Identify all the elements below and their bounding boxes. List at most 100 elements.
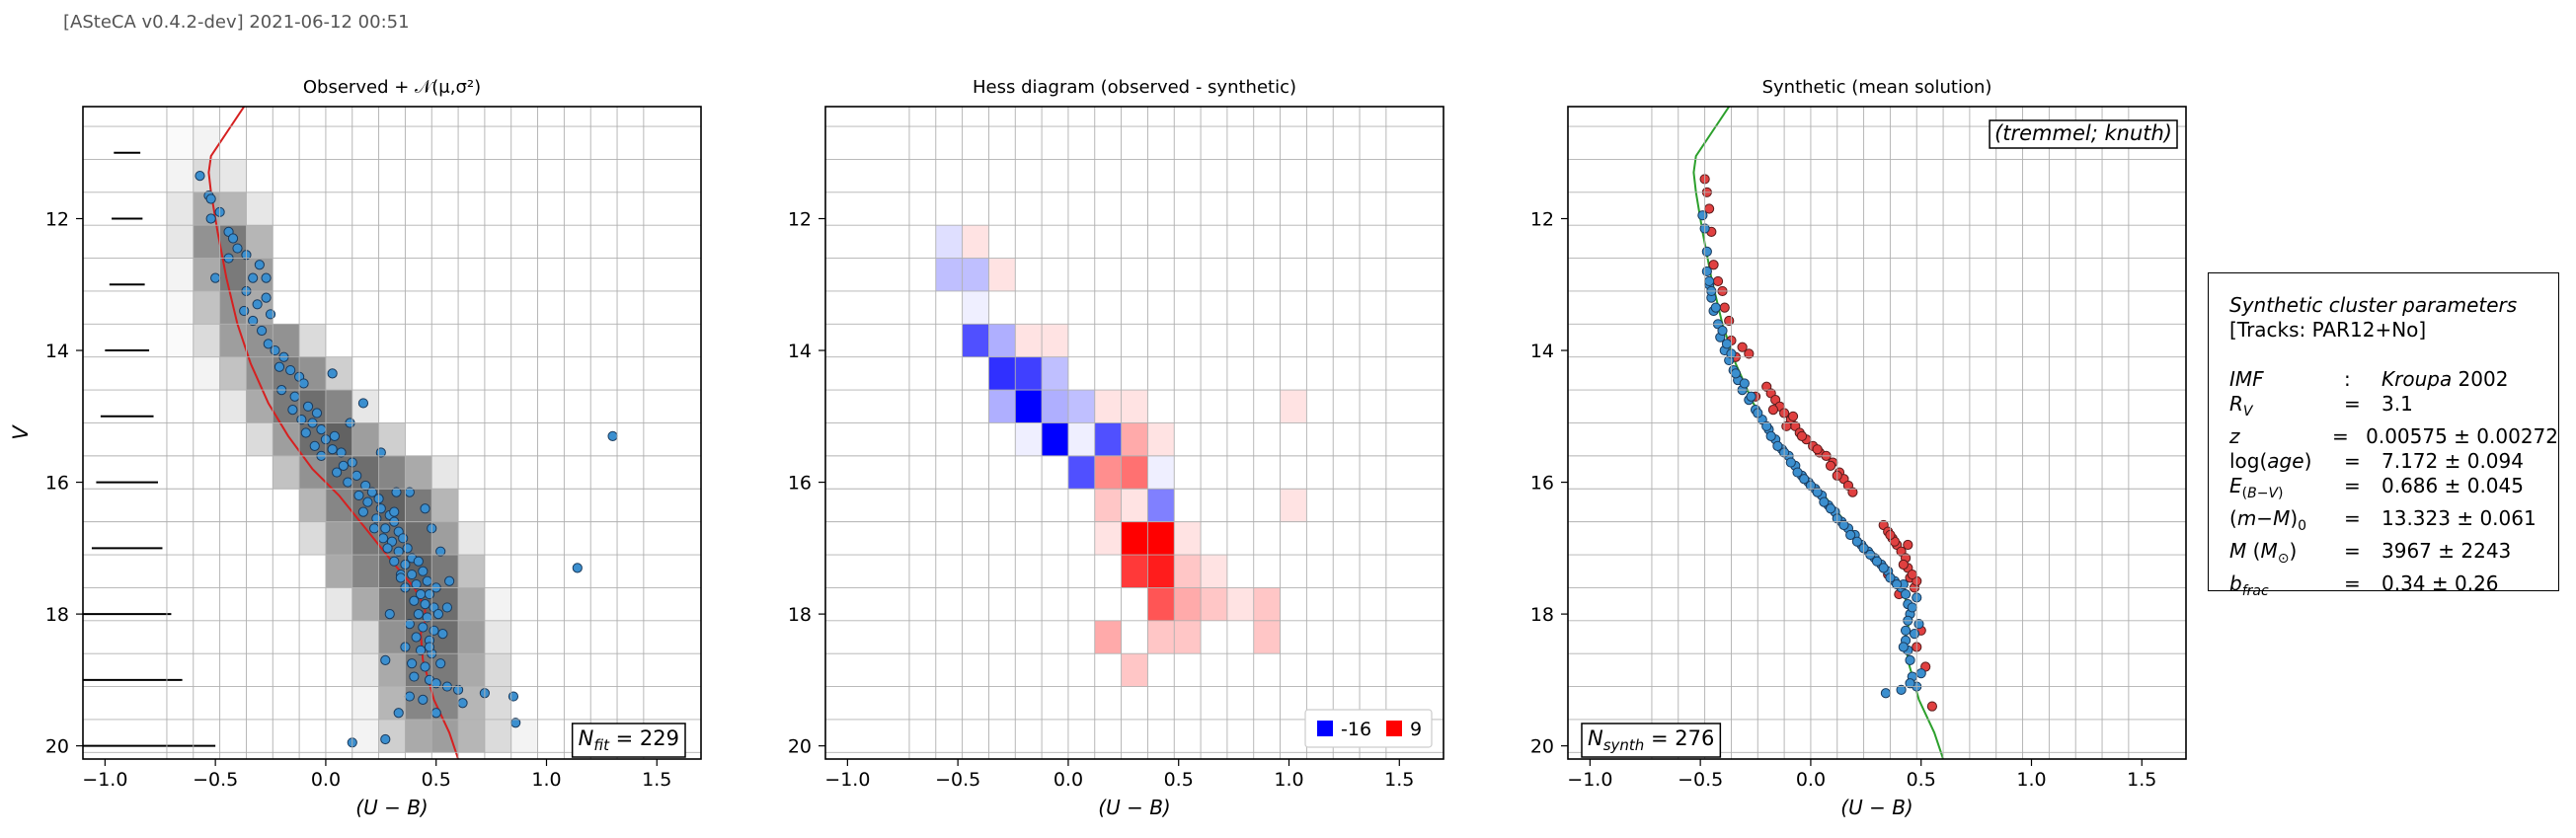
observed-star-point — [332, 467, 343, 478]
observed-star-point — [285, 364, 296, 376]
param-value: 0.00575 ± 0.00272 — [2366, 424, 2558, 448]
density-cell — [273, 422, 300, 456]
synthetic-single-point — [1871, 556, 1883, 567]
observed-star-point — [380, 733, 391, 745]
observed-star-point — [418, 622, 429, 633]
hess-cell — [1121, 653, 1148, 687]
observed-star-point — [409, 671, 420, 682]
density-cell — [458, 555, 485, 588]
legend-swatch-pos — [1386, 721, 1402, 736]
observed-star-point — [572, 563, 583, 573]
x-tick-label: 0.5 — [1164, 769, 1194, 791]
observed-star-point — [366, 487, 377, 497]
observed-star-point — [248, 272, 259, 283]
synthetic-single-point — [1812, 487, 1823, 497]
hess-cell — [1067, 422, 1095, 456]
hess-cell — [1147, 587, 1175, 621]
synthetic-single-point — [1845, 529, 1856, 541]
density-cell — [325, 390, 352, 423]
hess-cell — [1226, 587, 1254, 621]
synthetic-single-point — [1907, 602, 1917, 613]
synthetic-binary-point — [1719, 302, 1730, 313]
param-key: z — [2229, 424, 2240, 448]
param-sep: = — [2344, 474, 2361, 497]
observed-star-point — [273, 361, 285, 372]
density-cell — [458, 521, 485, 556]
param-row: bfrac = 0.34 ± 0.26 — [2229, 571, 2558, 604]
observed-star-point — [210, 272, 221, 283]
axes-frame — [82, 106, 702, 760]
observed-star-point — [424, 642, 435, 652]
y-tick-label: 16 — [1530, 473, 1554, 495]
nsynth-badge-frame — [1581, 723, 1722, 758]
observed-star-point — [413, 609, 424, 620]
synthetic-single-point — [1701, 266, 1712, 277]
density-cell — [458, 620, 485, 654]
hess-cell — [1094, 489, 1122, 522]
hess-cell — [1094, 521, 1122, 556]
param-value: 0.686 ± 0.045 — [2381, 474, 2524, 497]
synthetic-binary-point — [1926, 701, 1937, 712]
observed-star-point — [357, 398, 369, 409]
synthetic-single-point — [1838, 519, 1849, 531]
axes-frame — [1567, 106, 2187, 760]
observed-star-point — [360, 480, 371, 492]
observed-star-point — [261, 292, 272, 303]
observed-star-point — [391, 487, 402, 497]
synthetic-single-point — [1697, 210, 1708, 221]
synthetic-single-point — [1892, 578, 1903, 590]
density-cell — [351, 555, 379, 588]
hess-cell — [1042, 422, 1068, 456]
synthetic-binary-point — [1708, 260, 1719, 270]
observed-star-point — [261, 272, 272, 283]
synthetic-single-point — [1717, 325, 1728, 337]
hess-panel: −1.0 −0.5 0.0 0.5 1.0 1.5 12 14 16 18 20 Hess diagr… — [788, 77, 1444, 819]
density-cell — [325, 555, 352, 588]
param-sep: = — [2344, 539, 2361, 563]
density-cell — [246, 191, 273, 226]
observed-star-point — [411, 632, 422, 643]
hess-cell — [1042, 390, 1068, 423]
density-cell — [273, 356, 300, 391]
param-value: 7.172 ± 0.094 — [2381, 449, 2524, 473]
observed-star-point — [309, 440, 320, 451]
observed-panel: −1.0 −0.5 0.0 0.5 1.0 1.5 12 14 16 18 20 Observed +… — [9, 77, 702, 819]
y-tick-label: 18 — [1530, 604, 1554, 626]
x-tick-label: 1.5 — [1384, 769, 1414, 791]
observed-star-point — [389, 556, 400, 567]
observed-star-point — [362, 496, 373, 507]
observed-star-point — [420, 598, 430, 610]
param-sep: = — [2344, 571, 2361, 595]
observed-star-point — [375, 503, 386, 514]
observed-star-point — [420, 661, 430, 672]
y-tick-label: 20 — [788, 736, 812, 758]
observed-star-point — [393, 708, 404, 719]
hess-cell — [1015, 356, 1043, 391]
synthetic-parameters-box: Synthetic cluster parameters [Tracks: PA… — [2208, 272, 2559, 599]
hess-cell — [988, 390, 1016, 423]
density-cell — [166, 191, 194, 226]
synthetic-single-point — [1739, 378, 1750, 389]
x-axis-label: (U − B) — [1098, 796, 1170, 819]
observed-star-point — [336, 447, 347, 458]
observed-star-point — [384, 609, 395, 620]
density-cell — [325, 587, 352, 621]
synthetic-binary-point — [1737, 342, 1748, 352]
density-cell — [431, 455, 459, 490]
observed-star-point — [393, 546, 404, 557]
observed-star-point — [300, 427, 311, 438]
observed-star-point — [287, 405, 298, 416]
param-row: RV = 3.1 — [2229, 392, 2558, 424]
y-tick-label: 16 — [788, 473, 812, 495]
panel-title: Observed + 𝒩(μ,σ²) — [303, 77, 481, 98]
x-tick-label: 0.0 — [1796, 769, 1826, 791]
hess-cell — [988, 324, 1016, 357]
synthetic-single-point — [1772, 440, 1783, 451]
hess-cell — [1147, 555, 1175, 588]
observed-star-point — [402, 543, 413, 554]
hess-cell — [1015, 324, 1043, 357]
x-tick-label: −0.5 — [1678, 769, 1723, 791]
density-cell — [351, 587, 379, 621]
hess-cell — [1147, 620, 1175, 654]
param-sep: = — [2344, 392, 2361, 416]
